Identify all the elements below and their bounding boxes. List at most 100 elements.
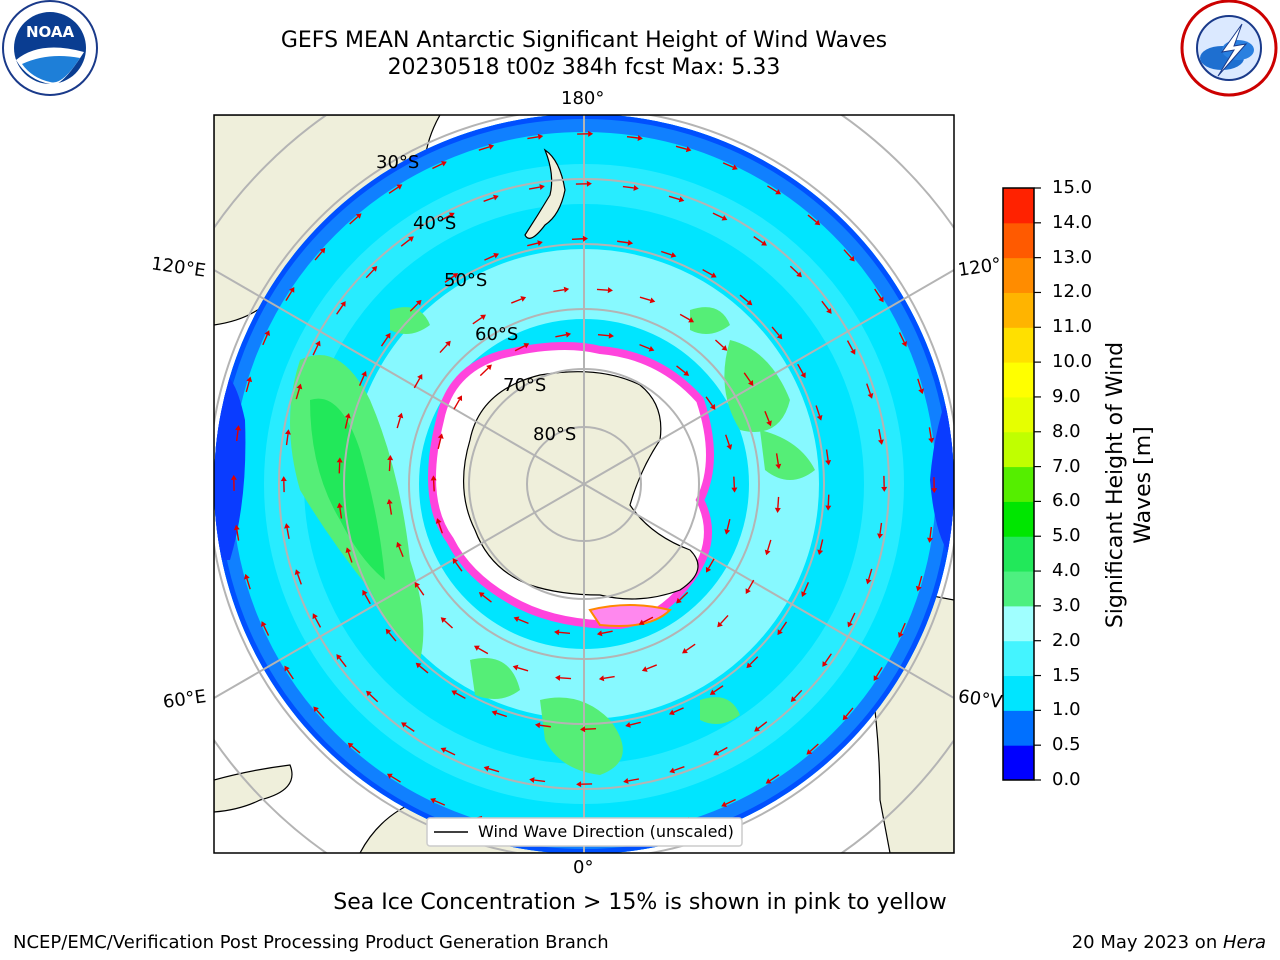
colorbar-tick-label: 9.0 — [1052, 385, 1081, 407]
lon-label-top: 180° — [561, 88, 605, 109]
colorbar-segment — [1003, 327, 1034, 363]
map-frame — [213, 114, 955, 854]
wind-arrow — [754, 721, 768, 732]
wind-arrow — [312, 613, 322, 628]
wind-arrow — [409, 299, 422, 312]
wind-arrow — [513, 616, 529, 624]
wind-arrow — [898, 332, 907, 347]
wind-arrow — [622, 184, 639, 191]
wind-arrow — [576, 781, 593, 788]
wind-arrow — [437, 433, 444, 450]
footer-right: 20 May 2023 on Hera — [1072, 932, 1266, 953]
wind-arrow — [843, 249, 855, 262]
wind-arrow — [682, 643, 696, 654]
wind-arrow — [598, 675, 615, 682]
wind-arrow — [284, 523, 291, 540]
map-frame-content — [214, 115, 954, 853]
wind-arrow — [668, 195, 685, 203]
wind-arrow — [362, 589, 371, 605]
sea-ice-note: Sea Ice Concentration > 15% is shown in … — [333, 890, 947, 915]
wind-arrow — [877, 428, 884, 445]
wind-arrow — [745, 579, 755, 595]
wind-arrow — [927, 526, 933, 543]
wind-arrow — [597, 332, 614, 339]
footer-left: NCEP/EMC/Verification Post Processing Pr… — [13, 932, 609, 953]
wind-arrow — [771, 326, 783, 340]
wind-arrow — [529, 777, 546, 784]
wind-arrow — [705, 396, 716, 410]
colorbar-tick-label: 0.0 — [1052, 769, 1081, 790]
wind-arrow — [874, 288, 884, 303]
wind-arrow — [452, 558, 463, 572]
wind-arrow — [365, 266, 378, 279]
wind-arrow — [440, 747, 456, 756]
wind-arrow — [553, 286, 570, 293]
wind-arrow — [295, 383, 303, 400]
wind-arrow — [898, 622, 906, 638]
colorbar-tick-label: 4.0 — [1052, 560, 1081, 582]
wind-arrow — [753, 236, 767, 246]
wind-arrow — [915, 575, 923, 592]
wind-arrow — [345, 547, 353, 563]
wind-arrow — [822, 653, 832, 667]
colorbar-segment — [1003, 501, 1034, 537]
wind-arrow — [639, 344, 655, 352]
colorbar-tick-label: 2.0 — [1052, 629, 1081, 651]
wind-arrow — [739, 294, 753, 306]
wind-arrow — [483, 765, 500, 773]
wind-arrow — [385, 628, 397, 642]
wind-arrow — [877, 522, 884, 539]
wind-arrow — [764, 539, 772, 556]
lat-label-80: 80°S — [533, 424, 577, 445]
wind-arrow — [625, 721, 641, 728]
wind-arrow — [512, 664, 529, 672]
wind-arrow — [928, 427, 935, 444]
wind-arrow — [626, 135, 643, 141]
wind-arrow — [261, 621, 270, 636]
wind-arrow — [571, 235, 588, 242]
colorbar-segment — [1003, 745, 1034, 781]
wind-arrow — [821, 300, 832, 314]
colorbar-segment — [1003, 431, 1034, 468]
wind-arrow — [676, 591, 689, 604]
wind-arrow — [617, 239, 634, 246]
colorbar-tick-label: 0.5 — [1052, 734, 1081, 756]
wind-arrow — [873, 667, 883, 682]
colorbar-segment — [1003, 536, 1034, 572]
wind-arrow — [712, 212, 728, 221]
colorbar-title-line2: Waves [m] — [1131, 426, 1156, 544]
wind-arrow — [846, 340, 856, 355]
wind-arrow — [388, 184, 403, 194]
wind-arrow — [825, 494, 832, 511]
wind-arrow — [478, 144, 495, 151]
wind-arrow — [484, 252, 500, 261]
wind-arrow — [472, 314, 486, 325]
wind-arrow — [401, 722, 415, 732]
legend-label: Wind Wave Direction (unscaled) — [478, 822, 734, 841]
wind-arrow — [414, 582, 425, 596]
colorbar-segment — [1003, 362, 1034, 398]
wind-arrow — [336, 502, 343, 519]
colorbar-segment — [1003, 222, 1034, 259]
wind-arrow — [349, 213, 362, 225]
colorbar-tick-label: 13.0 — [1052, 246, 1093, 268]
wind-arrow — [285, 286, 295, 301]
wind-arrow — [483, 194, 499, 202]
noaa-logo: NOAA — [2, 0, 98, 96]
wind-arrow — [702, 269, 717, 278]
colorbar-title-line1: Significant Height of Wind — [1103, 341, 1128, 629]
wind-arrow — [435, 518, 443, 534]
wind-arrow — [881, 475, 888, 492]
wind-arrow — [430, 798, 446, 806]
new-zealand-land — [524, 148, 566, 239]
wind-arrow — [451, 690, 466, 699]
wind-arrow — [413, 373, 423, 389]
wind-arrow — [432, 161, 447, 170]
wind-arrow — [638, 616, 654, 625]
wind-arrow — [767, 185, 782, 195]
wind-arrow — [865, 568, 873, 585]
graticule — [214, 115, 954, 853]
wind-arrow — [336, 457, 343, 474]
colorbar-segment — [1003, 188, 1034, 224]
